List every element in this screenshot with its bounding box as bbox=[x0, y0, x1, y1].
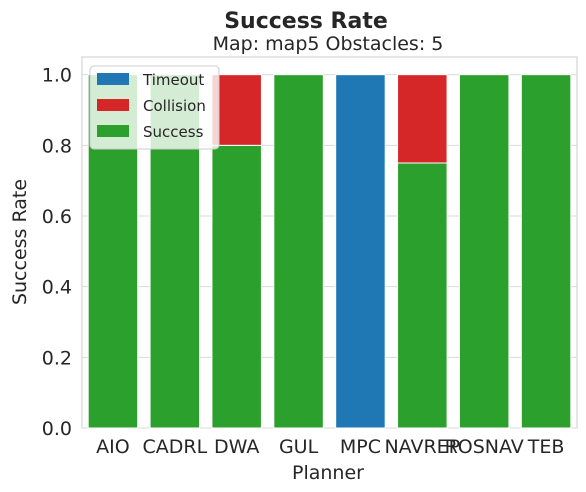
bar-success-navrep bbox=[397, 162, 448, 429]
y-tick-label: 0.0 bbox=[42, 418, 72, 440]
legend: Timeout Collision Success bbox=[89, 65, 220, 150]
bar-success-dwa bbox=[211, 144, 262, 429]
x-tick-label: CADRL bbox=[142, 436, 207, 458]
x-tick-label: NAVREP bbox=[384, 436, 460, 458]
chart-title: Success Rate bbox=[224, 9, 388, 34]
x-tick-label: DWA bbox=[214, 436, 259, 458]
legend-swatch-success bbox=[97, 125, 129, 137]
y-tick-label: 0.8 bbox=[42, 135, 72, 157]
chart-subtitle: Map: map5 Obstacles: 5 bbox=[213, 33, 444, 55]
bar-collision-navrep bbox=[397, 74, 448, 164]
y-tick-label: 0.2 bbox=[42, 347, 72, 369]
y-tick-label: 1.0 bbox=[42, 65, 72, 87]
x-tick-label: AIO bbox=[96, 436, 130, 458]
y-tick-labels: 0.0 0.2 0.4 0.6 0.8 1.0 bbox=[42, 65, 72, 440]
x-axis-label: Planner bbox=[292, 462, 364, 484]
bar-success-rosnav bbox=[458, 74, 510, 429]
y-tick-label: 0.4 bbox=[42, 277, 72, 299]
legend-label-success: Success bbox=[143, 123, 204, 141]
bar-success-gul bbox=[273, 74, 324, 429]
legend-label-collision: Collision bbox=[143, 97, 206, 115]
legend-label-timeout: Timeout bbox=[142, 71, 204, 89]
y-tick-label: 0.6 bbox=[42, 206, 72, 228]
bar-success-teb bbox=[520, 74, 572, 429]
x-tick-label: MPC bbox=[340, 436, 381, 458]
x-tick-label: ROSNAV bbox=[445, 436, 524, 458]
bar-collision-dwa bbox=[211, 74, 262, 146]
x-tick-label: GUL bbox=[279, 436, 319, 458]
legend-swatch-collision bbox=[97, 99, 129, 111]
y-axis-label: Success Rate bbox=[9, 179, 31, 305]
legend-swatch-timeout bbox=[97, 73, 129, 85]
x-tick-label: TEB bbox=[527, 436, 565, 458]
bar-timeout-mpc bbox=[335, 74, 386, 429]
